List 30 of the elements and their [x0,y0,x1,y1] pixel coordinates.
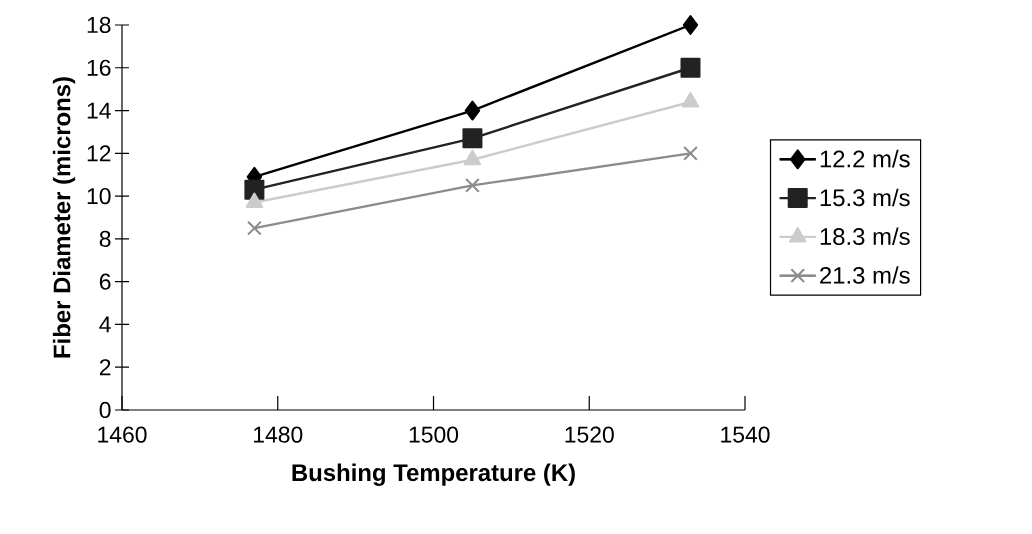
y-tick-label: 12 [87,145,111,162]
y-axis-title: Fiber Diameter (microns) [52,77,76,358]
y-tick-label: 16 [87,59,111,76]
y-tick-label: 18 [87,16,111,34]
y-tick-label: 0 [99,401,111,419]
point [465,178,480,193]
point [682,14,699,35]
point [464,100,481,121]
y-tick-label: 8 [99,230,111,247]
point [463,149,482,166]
legend-label: 15.3 m/s [820,188,910,207]
x-tick-label: 1520 [565,426,614,443]
x-tick-label: 1460 [98,426,147,443]
y-tick-label: 14 [87,102,111,119]
x-tick-label: 1500 [409,426,459,443]
legend-label: 18.3 m/s [820,227,910,246]
point [462,128,483,149]
point [680,57,701,78]
point [247,220,262,236]
x-tick-label: 1480 [254,426,303,443]
legend-label: 12.2 m/s [820,149,910,168]
point [245,192,264,209]
y-tick-label: 4 [99,316,111,333]
y-tick-label: 2 [99,359,111,376]
y-tick-label: 6 [99,273,111,290]
point [683,145,698,161]
legend-label: 21.3 m/s [820,266,910,284]
y-tick-label: 10 [87,187,111,205]
x-tick-label: 1540 [721,426,770,443]
x-axis-title: Bushing Temperature (K) [292,463,575,486]
